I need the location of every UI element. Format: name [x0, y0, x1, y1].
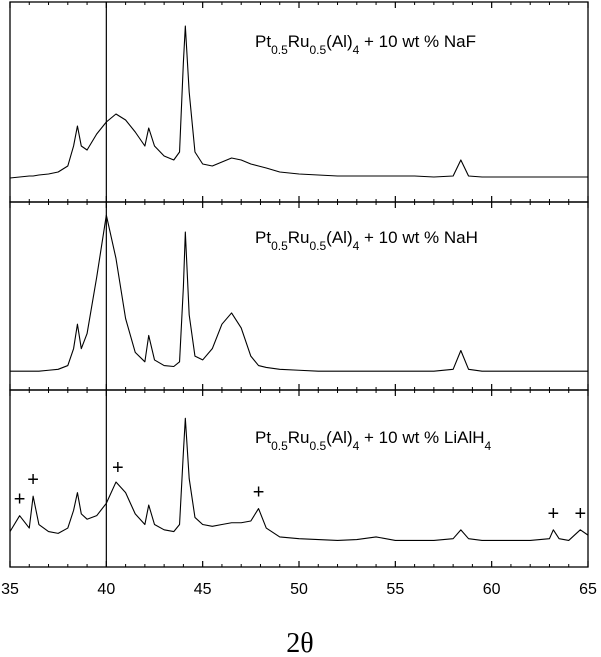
x-tick-label: 55: [386, 581, 404, 598]
label-part: 0.5: [309, 239, 326, 253]
xrd-pattern: [10, 214, 588, 372]
phase-marker: +: [253, 482, 265, 504]
label-part: + 10 wt % NaF: [359, 32, 476, 51]
label-part: 4: [353, 439, 360, 453]
label-part: 4: [353, 43, 360, 57]
label-part: Pt: [255, 428, 271, 447]
label-part: 0.5: [271, 239, 288, 253]
x-tick-label: 45: [194, 581, 212, 598]
phase-marker: +: [547, 503, 559, 525]
xrd-pattern: [9, 25, 588, 179]
x-tick-label: 50: [290, 581, 308, 598]
label-part: (Al): [326, 428, 352, 447]
label-part: Ru: [288, 32, 310, 51]
phase-marker: +: [14, 489, 26, 511]
x-axis-title: 2θ: [286, 628, 313, 657]
label-part: Ru: [288, 428, 310, 447]
label-part: Pt: [255, 32, 271, 51]
x-tick-label: 40: [97, 581, 115, 598]
label-part: 0.5: [271, 43, 288, 57]
label-part: 0.5: [271, 439, 288, 453]
phase-marker: +: [574, 503, 586, 525]
label-part: Pt: [255, 228, 271, 247]
label-part: + 10 wt % LiAlH: [359, 428, 484, 447]
label-part: (Al): [326, 228, 352, 247]
panel-label: Pt0.5Ru0.5(Al)4 + 10 wt % NaF: [255, 32, 476, 57]
panel-label: Pt0.5Ru0.5(Al)4 + 10 wt % NaH: [255, 228, 478, 253]
panel-label: Pt0.5Ru0.5(Al)4 + 10 wt % LiAlH4: [255, 428, 492, 453]
phase-marker: +: [27, 469, 39, 491]
label-part: + 10 wt % NaH: [359, 228, 478, 247]
phase-marker: +: [112, 457, 124, 479]
x-tick-label: 65: [579, 581, 597, 598]
label-part: Ru: [288, 228, 310, 247]
x-tick-label: 60: [483, 581, 501, 598]
label-part: 4: [485, 439, 492, 453]
label-part: 0.5: [309, 439, 326, 453]
label-part: 0.5: [309, 43, 326, 57]
x-tick-label: 35: [1, 581, 19, 598]
xrd-pattern: [9, 417, 589, 541]
label-part: 4: [353, 239, 360, 253]
label-part: (Al): [326, 32, 352, 51]
